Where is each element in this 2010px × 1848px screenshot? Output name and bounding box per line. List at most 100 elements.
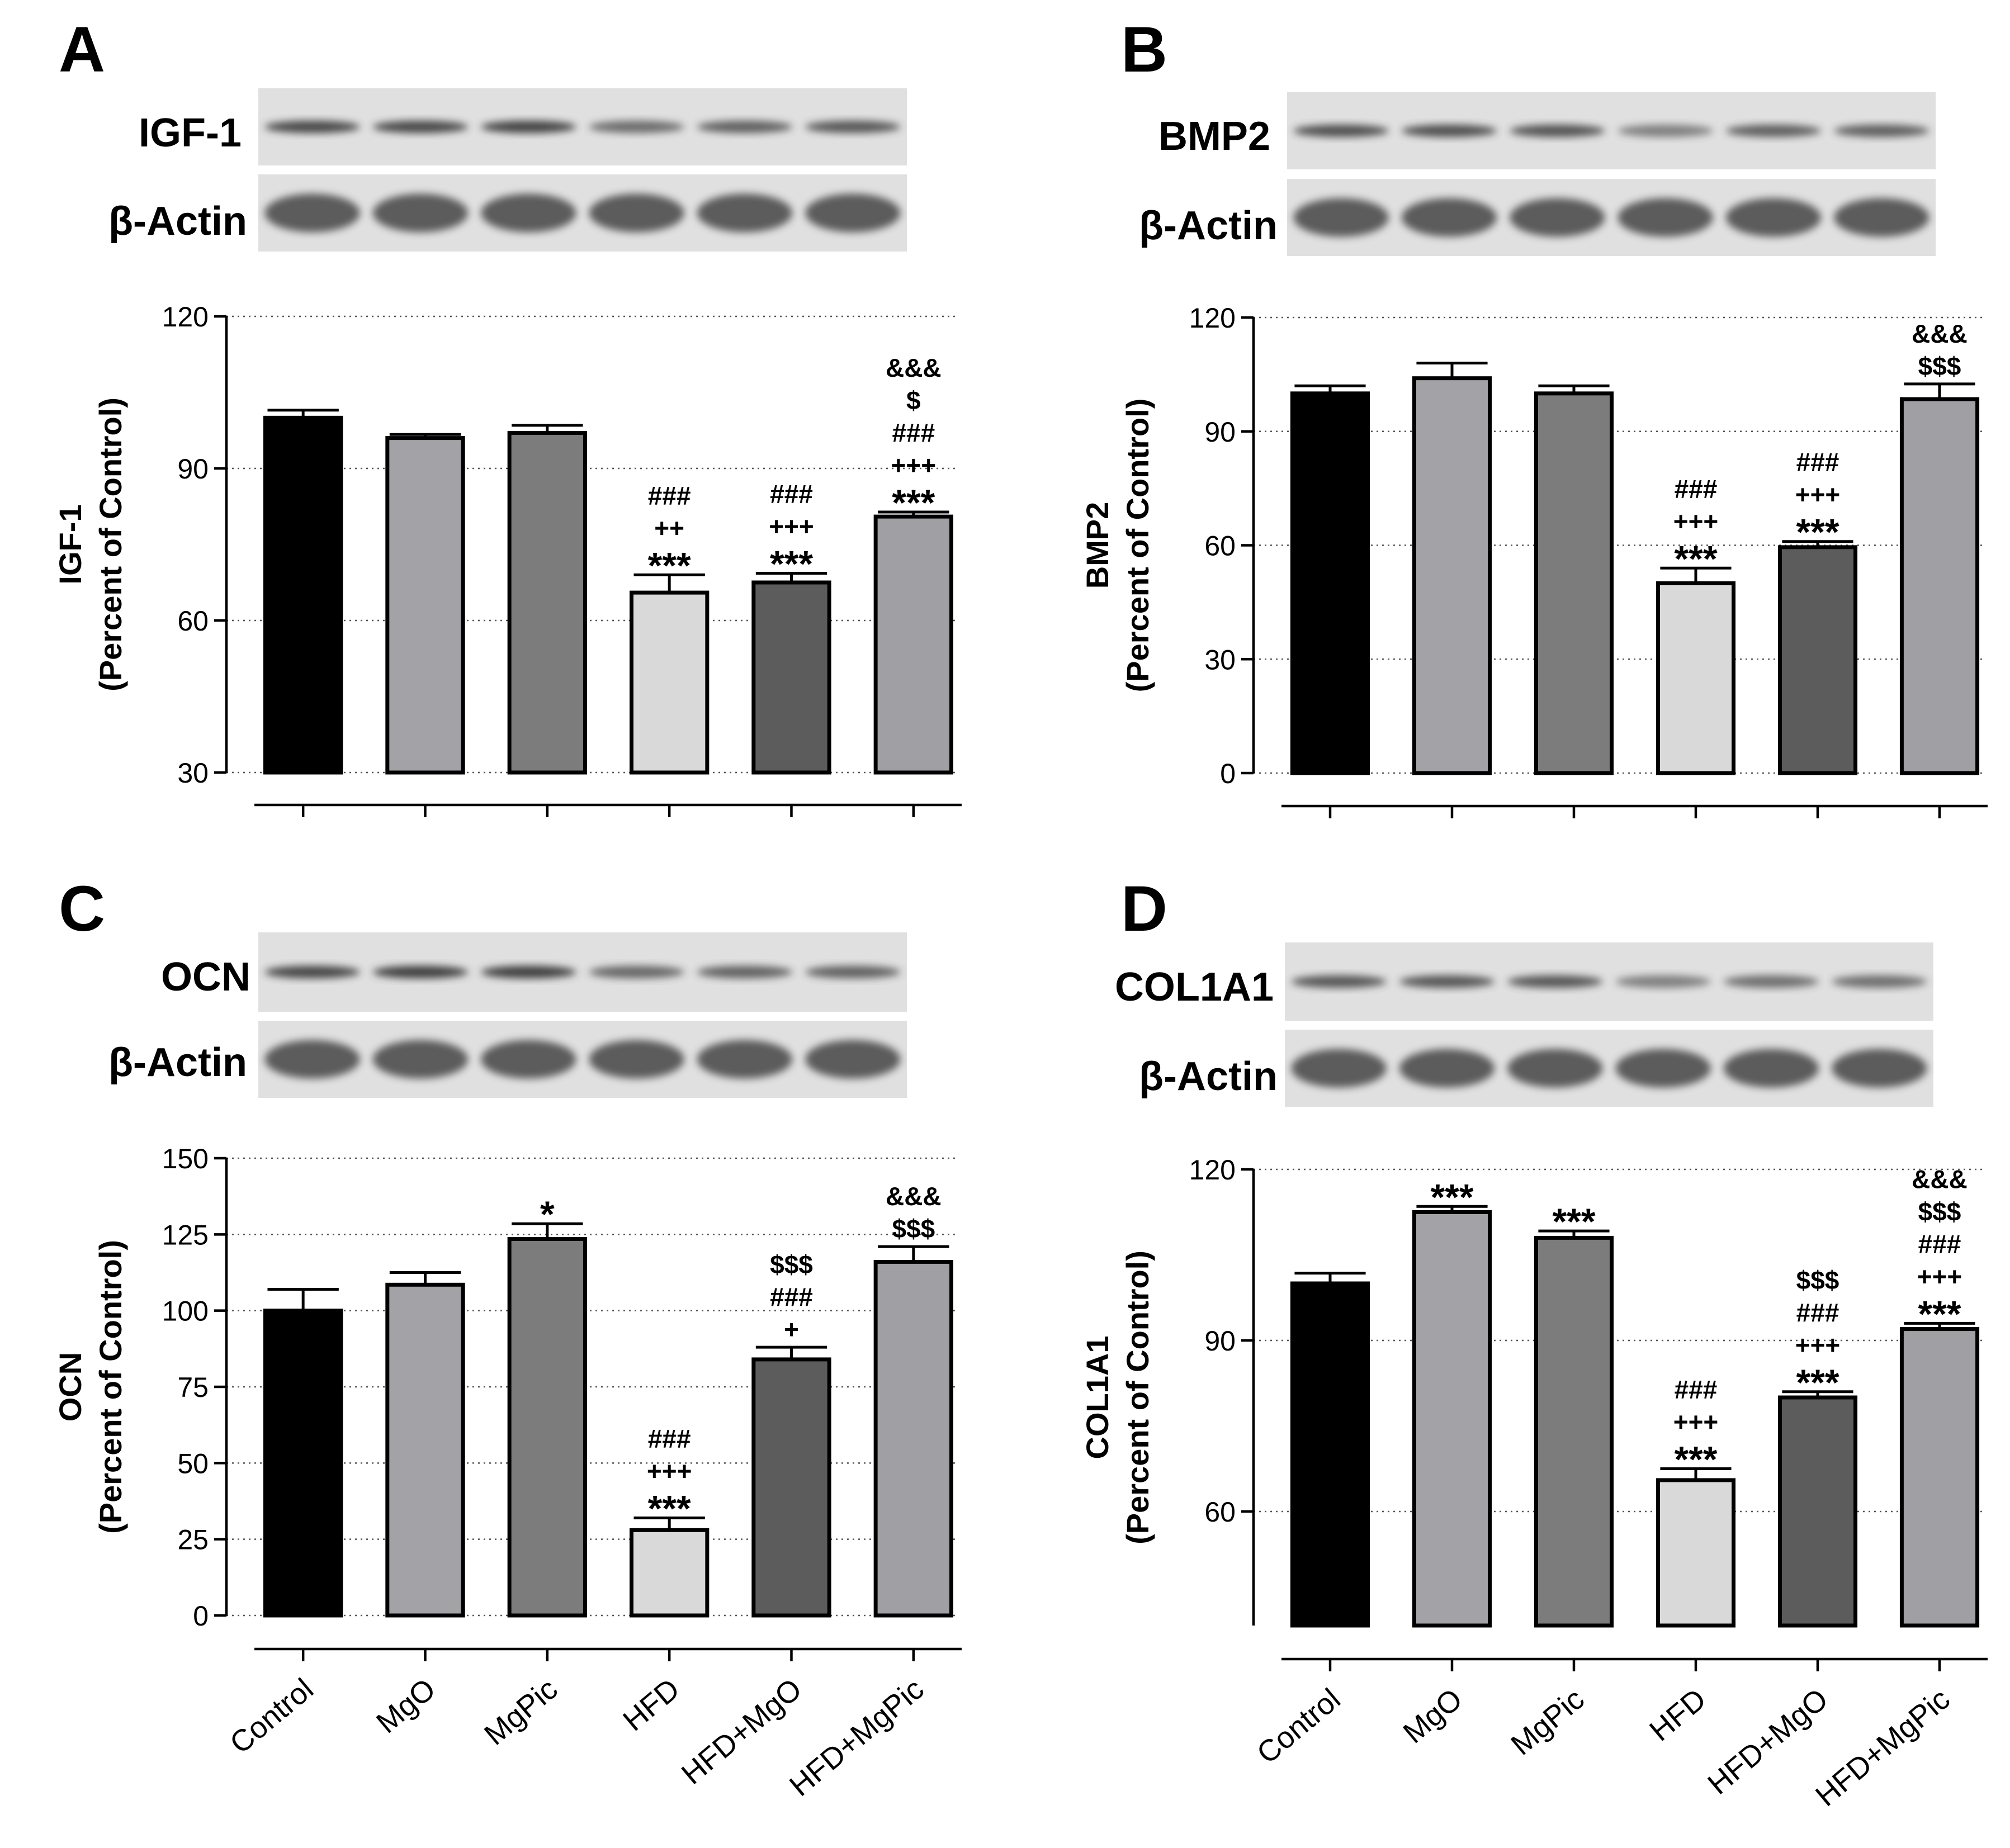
significance-label: ***	[1796, 1362, 1839, 1403]
y-axis-label: IGF-1 (Percent of Control)	[53, 397, 128, 691]
y-tick-label: 60	[1204, 1496, 1236, 1528]
blot-actin-b	[1287, 179, 1936, 256]
blot-band	[805, 965, 901, 979]
blot-background	[1287, 179, 1936, 256]
category-label: Control	[1251, 1682, 1347, 1770]
blot-band	[264, 965, 360, 979]
y-tick-label: 0	[1220, 758, 1236, 789]
bar	[507, 431, 588, 775]
significance-label: +++	[647, 1456, 692, 1485]
y-tick-label: 60	[1204, 530, 1236, 562]
significance-label: +++	[1795, 1330, 1841, 1359]
y-axis-label: COL1A1 (Percent of Control)	[1080, 1250, 1155, 1544]
blot-band	[805, 193, 901, 233]
category-label: MgPic	[1505, 1682, 1590, 1761]
bar	[1656, 581, 1736, 775]
blot-label-actin-c: β-Actin	[108, 1040, 247, 1085]
significance-label: ###	[1796, 1298, 1839, 1327]
bar	[1899, 1327, 1980, 1628]
bar	[1534, 391, 1614, 775]
significance-label: ***	[892, 482, 935, 523]
panel-letter-c: C	[59, 873, 105, 945]
significance-label: $$$	[892, 1214, 935, 1243]
blot-label-actin-a: β-Actin	[108, 199, 247, 244]
blot-background	[258, 1021, 907, 1098]
blot-band	[1832, 1049, 1927, 1088]
blot-band	[1399, 1049, 1495, 1088]
bar	[1534, 1235, 1614, 1628]
significance-label: +++	[1917, 1262, 1962, 1291]
significance-label: ###	[770, 480, 813, 509]
chart-c: 0 25 50 75 100 125 150 OCN (Percent of Control) C…	[53, 1143, 962, 1803]
category-label: Control	[224, 1672, 320, 1760]
significance-label: ***	[1674, 1439, 1717, 1480]
y-tick-label: 90	[1204, 416, 1236, 448]
blot-target-d	[1285, 942, 1933, 1021]
blot-band	[481, 1040, 576, 1079]
y-tick-label: 125	[162, 1219, 209, 1250]
significance-label: &&&	[1912, 1164, 1968, 1193]
significance-label: ++	[654, 513, 684, 542]
bar	[873, 514, 954, 775]
panel-letter-a: A	[59, 14, 105, 86]
y-tick-label: 75	[177, 1372, 209, 1403]
bar	[1412, 1210, 1492, 1628]
y-tick-label: 0	[193, 1600, 209, 1632]
blot-band	[1832, 975, 1927, 988]
significance-label: ###	[1918, 1229, 1961, 1258]
y-tick-label: 90	[1204, 1325, 1236, 1357]
blot-band	[805, 1040, 901, 1079]
bar	[1777, 1395, 1858, 1628]
blot-band	[1507, 1049, 1603, 1088]
blot-target-a	[258, 88, 907, 165]
category-label: HFD+MgPic	[783, 1672, 930, 1803]
blot-background	[1285, 942, 1933, 1021]
significance-label: ***	[648, 544, 691, 586]
blot-band	[1510, 198, 1605, 237]
blot-band	[1510, 124, 1605, 138]
blot-band	[1507, 975, 1603, 988]
significance-label: +++	[769, 512, 814, 541]
blot-band	[1723, 1049, 1819, 1088]
y-tick-label: 50	[177, 1448, 209, 1479]
blot-band	[1618, 124, 1713, 138]
significance-label: &&&	[886, 353, 942, 382]
y-tick-label: 90	[177, 453, 209, 485]
bar	[1290, 391, 1370, 775]
blot-target-b	[1287, 92, 1936, 169]
significance-label: *	[540, 1193, 555, 1235]
significance-label: $$$	[1918, 352, 1961, 381]
blot-label-igf1: IGF-1	[139, 111, 242, 155]
significance-label: $	[906, 386, 921, 415]
bar	[629, 590, 710, 775]
blot-band	[372, 1040, 469, 1079]
blot-label-col1a1: COL1A1	[1115, 965, 1274, 1010]
blot-label-actin-b: β-Actin	[1139, 203, 1278, 248]
category-label: HFD+MgPic	[1809, 1682, 1956, 1813]
bar	[751, 1357, 831, 1618]
blot-band	[1291, 975, 1387, 988]
bar	[629, 1528, 710, 1618]
blot-band	[1618, 198, 1713, 237]
category-label: MgO	[370, 1672, 442, 1740]
blot-band	[1723, 975, 1819, 988]
blot-band	[697, 193, 793, 233]
blot-band	[1615, 1049, 1711, 1088]
significance-label: +++	[1795, 480, 1841, 509]
significance-label: $$$	[1918, 1197, 1961, 1226]
blot-actin-d	[1285, 1030, 1933, 1107]
y-axis-label: BMP2 (Percent of Control)	[1080, 399, 1155, 693]
bar	[263, 415, 343, 775]
y-axis-label: OCN (Percent of Control)	[53, 1240, 128, 1534]
chart-d: 60 90 120 COL1A1 (Percent of Control) Control…	[1080, 1154, 1988, 1813]
blot-label-actin-d: β-Actin	[1139, 1054, 1278, 1099]
significance-label: ***	[1918, 1293, 1961, 1334]
category-label: MgO	[1397, 1682, 1468, 1750]
y-tick-label: 120	[1189, 302, 1236, 334]
blot-band	[1834, 198, 1929, 237]
blot-band	[805, 120, 901, 134]
significance-label: ***	[770, 543, 813, 585]
blot-label-bmp2: BMP2	[1158, 114, 1270, 159]
bar	[385, 1282, 465, 1618]
